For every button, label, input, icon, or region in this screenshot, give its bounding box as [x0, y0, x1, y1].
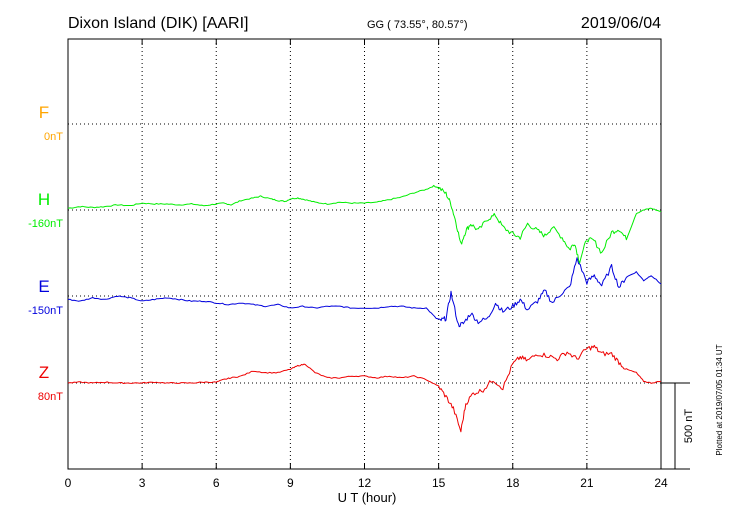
scale-bar-label: 500 nT	[683, 409, 695, 444]
x-tick-label: 3	[139, 476, 146, 490]
x-axis: 0 3 6 9 12 15 18 21 24	[65, 39, 668, 490]
series-lines	[67, 184, 662, 433]
grid-lines	[68, 39, 661, 469]
x-tick-label: 6	[213, 476, 220, 490]
series-name-z: Z	[39, 363, 49, 382]
series-baseline-f: 0nT	[44, 131, 63, 143]
plotted-at-note: Plotted at 2019/07/05 01:34 UT	[715, 344, 724, 455]
scale-bar: 500 nT	[661, 382, 695, 470]
series-labels: F 0nT H -160nT E -150nT Z 80nT	[28, 103, 63, 403]
series-baseline-e: -150nT	[28, 305, 63, 317]
series-line-e	[67, 257, 662, 328]
x-tick-label: 9	[287, 476, 294, 490]
x-tick-label: 0	[65, 476, 72, 490]
date-label: 2019/06/04	[581, 15, 661, 32]
series-baseline-z: 80nT	[38, 391, 63, 403]
series-name-e: E	[38, 277, 49, 296]
x-tick-label: 18	[506, 476, 520, 490]
series-name-f: F	[39, 103, 49, 122]
station-title: Dixon Island (DIK) [AARI]	[68, 15, 249, 32]
x-axis-title: U T (hour)	[338, 490, 397, 505]
x-tick-label: 24	[654, 476, 668, 490]
x-tick-label: 21	[580, 476, 594, 490]
x-tick-label: 12	[358, 476, 372, 490]
series-name-h: H	[38, 190, 50, 209]
coordinates-label: GG ( 73.55°, 80.57°)	[367, 19, 468, 31]
x-tick-label: 15	[432, 476, 446, 490]
series-line-z	[67, 344, 662, 433]
series-baseline-h: -160nT	[28, 218, 63, 230]
series-line-h	[67, 184, 662, 265]
